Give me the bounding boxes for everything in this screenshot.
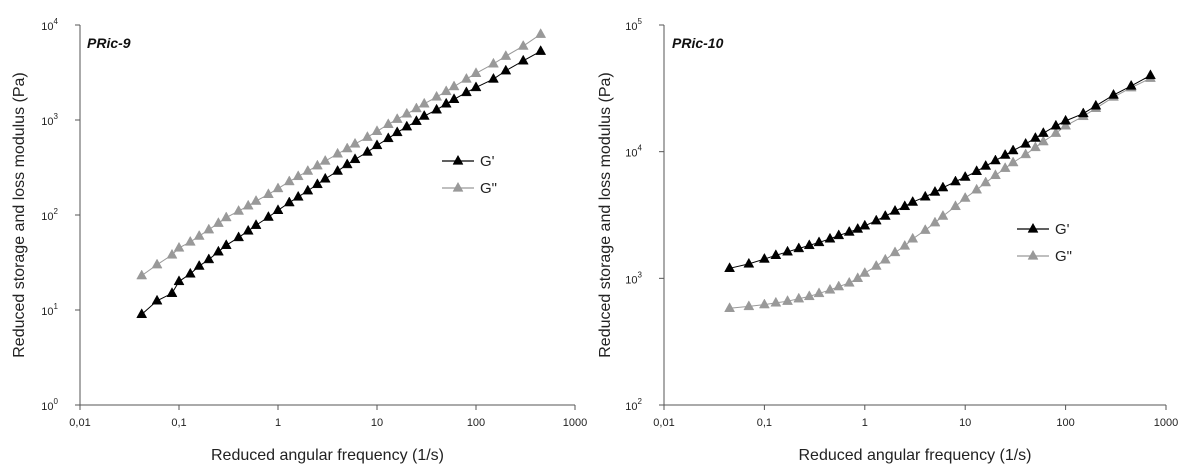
x-tick-label: 0,01: [653, 417, 674, 429]
x-tick-label: 1000: [1154, 417, 1178, 429]
x-tick-label: 100: [1056, 417, 1074, 429]
legend-label: G": [1055, 248, 1072, 265]
y-axis-label: Reduced storage and loss modulus (Pa): [11, 72, 28, 358]
chart-title: PRic-9: [87, 35, 131, 51]
x-tick-label: 0,01: [69, 417, 90, 429]
x-tick-label: 0,1: [171, 417, 186, 429]
chart-title: PRic-10: [672, 35, 724, 51]
legend-label: G': [1055, 221, 1070, 238]
y-axis-label: Reduced storage and loss modulus (Pa): [597, 72, 614, 358]
legend-label: G": [480, 180, 497, 197]
x-axis-label: Reduced angular frequency (1/s): [211, 447, 444, 464]
legend-label: G': [480, 153, 495, 170]
x-tick-label: 0,1: [757, 417, 772, 429]
x-axis-label: Reduced angular frequency (1/s): [798, 447, 1031, 464]
x-tick-label: 1: [275, 417, 281, 429]
x-tick-label: 10: [959, 417, 971, 429]
x-tick-label: 1000: [563, 417, 587, 429]
x-tick-label: 10: [371, 417, 383, 429]
x-tick-label: 100: [467, 417, 485, 429]
x-tick-label: 1: [862, 417, 868, 429]
